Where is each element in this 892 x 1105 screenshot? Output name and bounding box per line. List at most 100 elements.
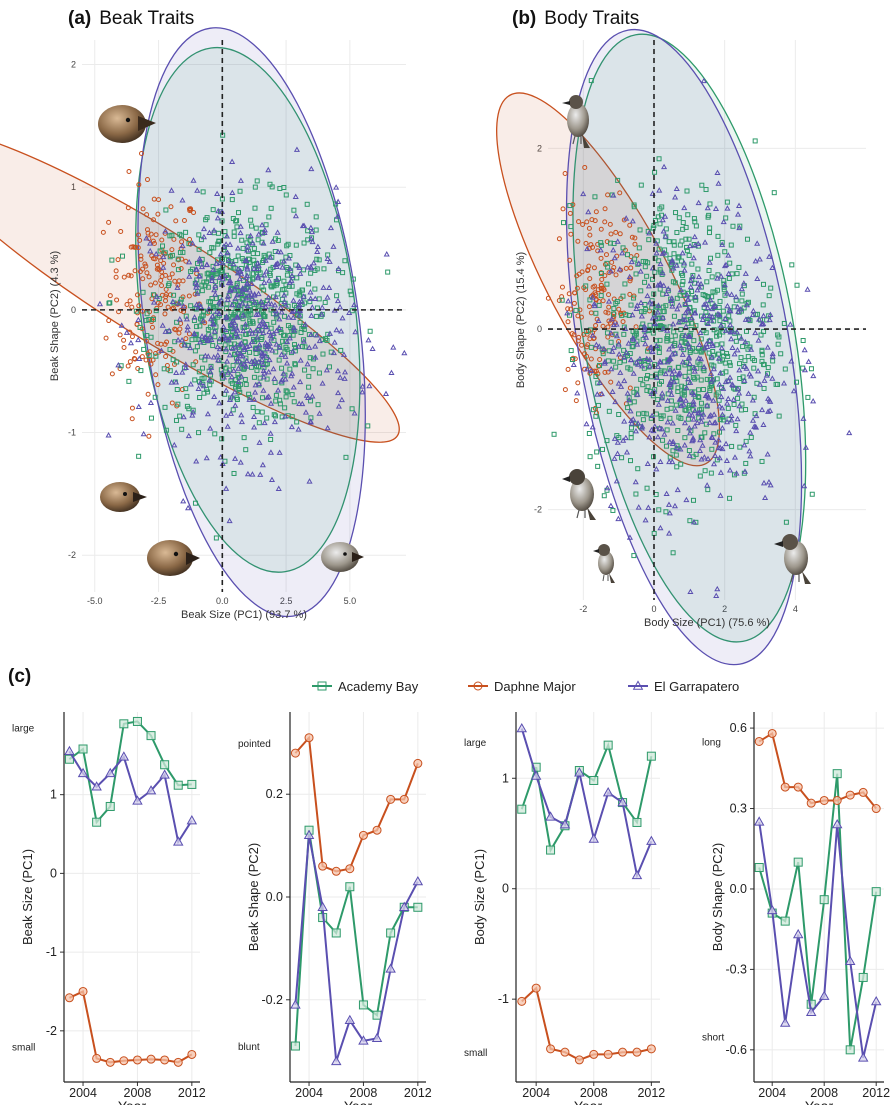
data-point xyxy=(294,419,300,425)
data-point xyxy=(743,365,750,371)
data-point xyxy=(154,262,160,268)
data-point xyxy=(737,223,743,229)
data-point xyxy=(605,192,611,198)
data-point xyxy=(591,336,597,342)
data-point xyxy=(276,357,282,363)
data-point xyxy=(621,354,628,360)
data-point xyxy=(733,338,739,344)
data-point xyxy=(764,451,771,457)
data-point xyxy=(667,386,674,393)
data-point xyxy=(216,345,223,352)
y-tick-label: -2 xyxy=(68,550,76,560)
data-point xyxy=(210,207,216,213)
data-point xyxy=(599,276,605,282)
data-point xyxy=(162,311,168,317)
series-marker xyxy=(358,1035,369,1045)
data-point xyxy=(720,417,726,423)
data-point xyxy=(263,268,270,274)
data-point xyxy=(686,236,692,242)
data-point xyxy=(722,378,729,385)
data-point xyxy=(220,323,227,330)
data-point xyxy=(801,482,808,489)
data-point xyxy=(289,308,296,315)
data-point xyxy=(138,368,144,374)
data-point xyxy=(752,424,760,430)
data-point xyxy=(684,248,690,254)
data-point xyxy=(235,253,241,259)
data-point xyxy=(151,196,157,202)
data-point xyxy=(244,265,251,272)
data-point xyxy=(275,485,282,491)
series-marker xyxy=(318,861,328,871)
data-point xyxy=(636,245,642,251)
y-tick-label: 2 xyxy=(537,143,542,153)
data-point xyxy=(637,227,643,233)
data-point xyxy=(743,460,749,466)
series-marker xyxy=(78,986,88,996)
data-point xyxy=(698,348,704,354)
data-point xyxy=(770,358,776,364)
data-point xyxy=(657,524,664,531)
data-point xyxy=(306,281,312,287)
data-point xyxy=(307,331,315,337)
data-point xyxy=(561,220,567,226)
data-point xyxy=(644,460,651,466)
data-point xyxy=(253,265,261,271)
data-point xyxy=(694,419,701,426)
data-point xyxy=(135,292,141,298)
data-point xyxy=(595,317,602,324)
data-point xyxy=(254,409,260,415)
data-point xyxy=(320,351,326,357)
data-point xyxy=(678,344,685,351)
data-point xyxy=(742,270,749,276)
data-point xyxy=(621,347,627,353)
data-point xyxy=(658,395,665,401)
data-point xyxy=(763,372,770,378)
data-point xyxy=(228,310,234,316)
data-point xyxy=(668,391,675,397)
data-point xyxy=(793,379,799,385)
data-point xyxy=(302,344,308,350)
data-point xyxy=(660,413,666,419)
data-point xyxy=(103,335,109,341)
data-point xyxy=(297,270,304,276)
data-point xyxy=(638,376,644,382)
data-point xyxy=(191,318,197,324)
data-point xyxy=(281,291,288,298)
data-point xyxy=(624,353,630,359)
x-axis-label: Year xyxy=(344,1098,373,1105)
data-point xyxy=(634,341,641,347)
data-point xyxy=(624,252,630,258)
data-point xyxy=(687,349,693,355)
data-point xyxy=(708,378,715,384)
data-point xyxy=(742,338,749,345)
data-point xyxy=(263,345,270,352)
data-point xyxy=(720,385,727,391)
data-point xyxy=(600,323,606,329)
data-point xyxy=(752,138,758,144)
x-tick-label: 2012 xyxy=(178,1086,206,1100)
data-point xyxy=(613,229,619,235)
data-point xyxy=(135,316,142,323)
data-point xyxy=(640,417,646,423)
data-point xyxy=(639,362,646,369)
data-point xyxy=(334,367,341,374)
data-point xyxy=(572,356,578,362)
data-point xyxy=(846,429,853,436)
y-tick-label: -0.6 xyxy=(725,1043,747,1057)
data-point xyxy=(633,271,639,277)
data-point xyxy=(738,355,744,361)
data-point xyxy=(556,297,562,303)
data-point xyxy=(593,413,599,419)
data-point xyxy=(658,378,664,384)
data-point xyxy=(312,354,319,360)
data-point xyxy=(691,423,698,429)
data-point xyxy=(721,262,729,269)
series-marker xyxy=(78,744,88,754)
series-marker xyxy=(574,1055,584,1065)
data-point xyxy=(267,430,274,436)
data-point xyxy=(137,269,143,275)
data-point xyxy=(574,389,581,396)
data-point xyxy=(256,327,263,334)
data-point xyxy=(207,324,213,330)
